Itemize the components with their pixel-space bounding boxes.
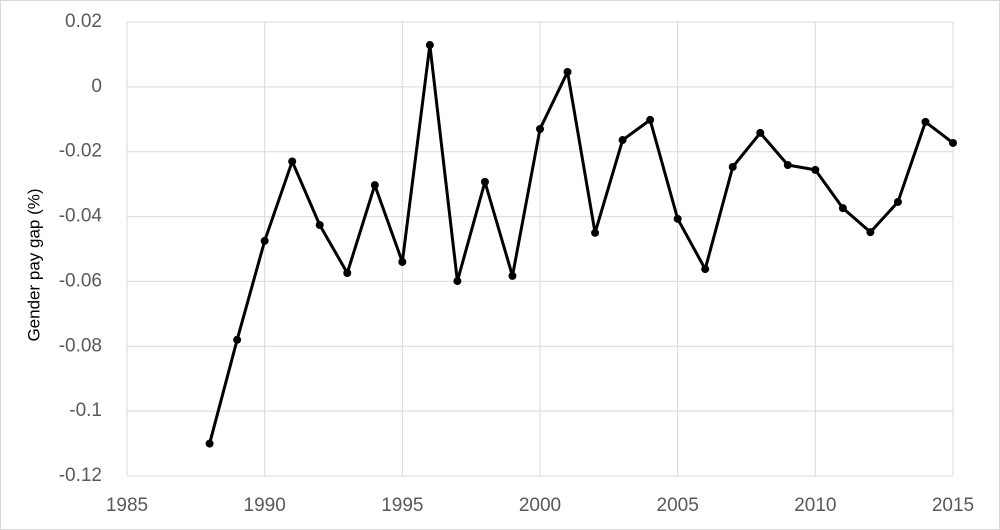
point	[370, 181, 379, 190]
y-tick-label: 0	[91, 76, 102, 97]
point	[646, 115, 655, 124]
point	[949, 138, 957, 147]
point	[563, 67, 572, 76]
y-tick-label: -0.06	[59, 270, 102, 291]
point	[205, 439, 214, 448]
point	[508, 271, 517, 280]
point	[425, 41, 434, 50]
x-tick-label: 1995	[381, 495, 423, 516]
point	[288, 157, 297, 166]
point	[260, 236, 269, 245]
point	[453, 277, 462, 286]
point	[783, 161, 792, 170]
y-tick-label: 0.02	[65, 11, 102, 32]
point	[756, 128, 765, 137]
point	[398, 257, 407, 266]
point	[315, 221, 324, 230]
x-tick-label: 2005	[657, 495, 699, 516]
point	[233, 335, 242, 344]
x-tick-label: 1985	[106, 495, 148, 516]
point	[866, 228, 875, 237]
x-tick-label: 1990	[244, 495, 286, 516]
x-tick-label: 2000	[519, 495, 561, 516]
line	[208, 43, 954, 444]
y-tick-label: -0.04	[59, 206, 103, 227]
y-tick-label: -0.02	[59, 141, 102, 162]
point	[673, 214, 682, 223]
y-tick-label: -0.08	[59, 335, 102, 356]
point	[343, 268, 352, 277]
point	[536, 125, 544, 134]
y-tick-label: -0.12	[59, 465, 102, 486]
x-tick-label: 2010	[794, 495, 836, 516]
x-tick-label: 2015	[932, 495, 974, 516]
y-tick-label: -0.1	[69, 400, 102, 421]
point	[811, 165, 820, 174]
point	[480, 177, 489, 186]
point	[838, 204, 847, 213]
y-axis-label: Gender pay gap (%)	[24, 188, 43, 341]
point	[591, 228, 600, 237]
point	[701, 265, 710, 274]
point	[921, 117, 930, 126]
point	[893, 197, 902, 206]
point	[728, 162, 737, 171]
point	[618, 136, 627, 145]
